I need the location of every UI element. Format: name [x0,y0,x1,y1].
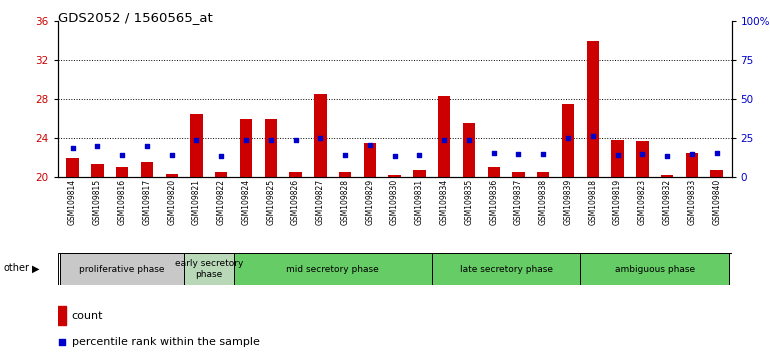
Bar [661,175,673,177]
Point [314,135,326,141]
Bar [537,172,550,177]
Point [413,152,426,158]
Bar [60,253,184,285]
Point [320,218,333,224]
Point [265,137,277,143]
Bar [581,253,729,285]
Text: GSM109826: GSM109826 [291,178,300,225]
Text: GSM109822: GSM109822 [216,178,226,224]
Text: GSM109840: GSM109840 [712,178,721,225]
Point [587,133,599,139]
Bar [363,143,376,177]
Text: GSM109819: GSM109819 [613,178,622,225]
Point [711,150,723,155]
Bar [463,124,475,177]
Point [686,151,698,156]
Bar [265,119,277,177]
Bar [413,170,426,177]
Bar [339,172,351,177]
Bar [66,158,79,177]
Text: ▶: ▶ [32,263,40,273]
Bar [512,172,524,177]
Bar [91,164,104,177]
Text: GSM109818: GSM109818 [588,178,598,224]
Point [661,153,673,159]
Text: GSM109832: GSM109832 [663,178,671,225]
Bar [215,172,227,177]
Bar [587,41,599,177]
Bar [184,253,233,285]
Text: count: count [72,311,103,321]
Point [91,143,103,149]
Bar [233,253,432,285]
Text: GDS2052 / 1560565_at: GDS2052 / 1560565_at [58,11,213,24]
Point [388,153,400,159]
Point [363,142,376,148]
Bar [116,167,129,177]
Point [537,151,550,156]
Point [611,152,624,158]
Text: GSM109837: GSM109837 [514,178,523,225]
Bar [388,175,401,177]
Text: GSM109823: GSM109823 [638,178,647,225]
Text: GSM109835: GSM109835 [464,178,474,225]
Text: GSM109824: GSM109824 [242,178,250,225]
Text: GSM109838: GSM109838 [539,178,547,225]
Bar [685,153,698,177]
Text: GSM109827: GSM109827 [316,178,325,225]
Text: GSM109830: GSM109830 [390,178,399,225]
Bar [487,167,500,177]
Text: GSM109815: GSM109815 [93,178,102,225]
Text: GSM109821: GSM109821 [192,178,201,224]
Bar [432,253,581,285]
Text: mid secretory phase: mid secretory phase [286,264,379,274]
Text: GSM109817: GSM109817 [142,178,152,225]
Text: GSM109833: GSM109833 [688,178,696,225]
Point [438,137,450,143]
Text: GSM109836: GSM109836 [489,178,498,225]
Bar [711,170,723,177]
Bar [141,162,153,177]
Point [512,151,524,156]
Bar [611,140,624,177]
Text: proliferative phase: proliferative phase [79,264,165,274]
Point [339,152,351,158]
Text: GSM109816: GSM109816 [118,178,126,225]
Point [166,152,178,158]
Bar [438,96,450,177]
Text: ambiguous phase: ambiguous phase [614,264,695,274]
Point [463,137,475,143]
Point [562,135,574,141]
Text: other: other [4,263,30,273]
Text: GSM109820: GSM109820 [167,178,176,225]
Point [190,137,203,143]
Text: late secretory phase: late secretory phase [460,264,553,274]
Point [141,143,153,149]
Bar [290,172,302,177]
Point [487,150,500,155]
Text: GSM109839: GSM109839 [564,178,573,225]
Point [636,151,648,156]
Bar [58,306,66,325]
Bar [314,94,326,177]
Bar [190,114,203,177]
Point [116,152,129,158]
Point [66,145,79,151]
Bar [636,141,648,177]
Text: GSM109829: GSM109829 [365,178,374,225]
Text: percentile rank within the sample: percentile rank within the sample [72,337,259,347]
Text: early secretory
phase: early secretory phase [175,259,243,279]
Point [215,153,227,159]
Text: GSM109814: GSM109814 [68,178,77,225]
Bar [239,119,253,177]
Text: GSM109831: GSM109831 [415,178,424,225]
Text: GSM109828: GSM109828 [340,178,350,224]
Bar [562,104,574,177]
Text: GSM109834: GSM109834 [440,178,449,225]
Bar [166,174,178,177]
Point [290,137,302,143]
Text: GSM109825: GSM109825 [266,178,275,225]
Point [239,137,252,143]
